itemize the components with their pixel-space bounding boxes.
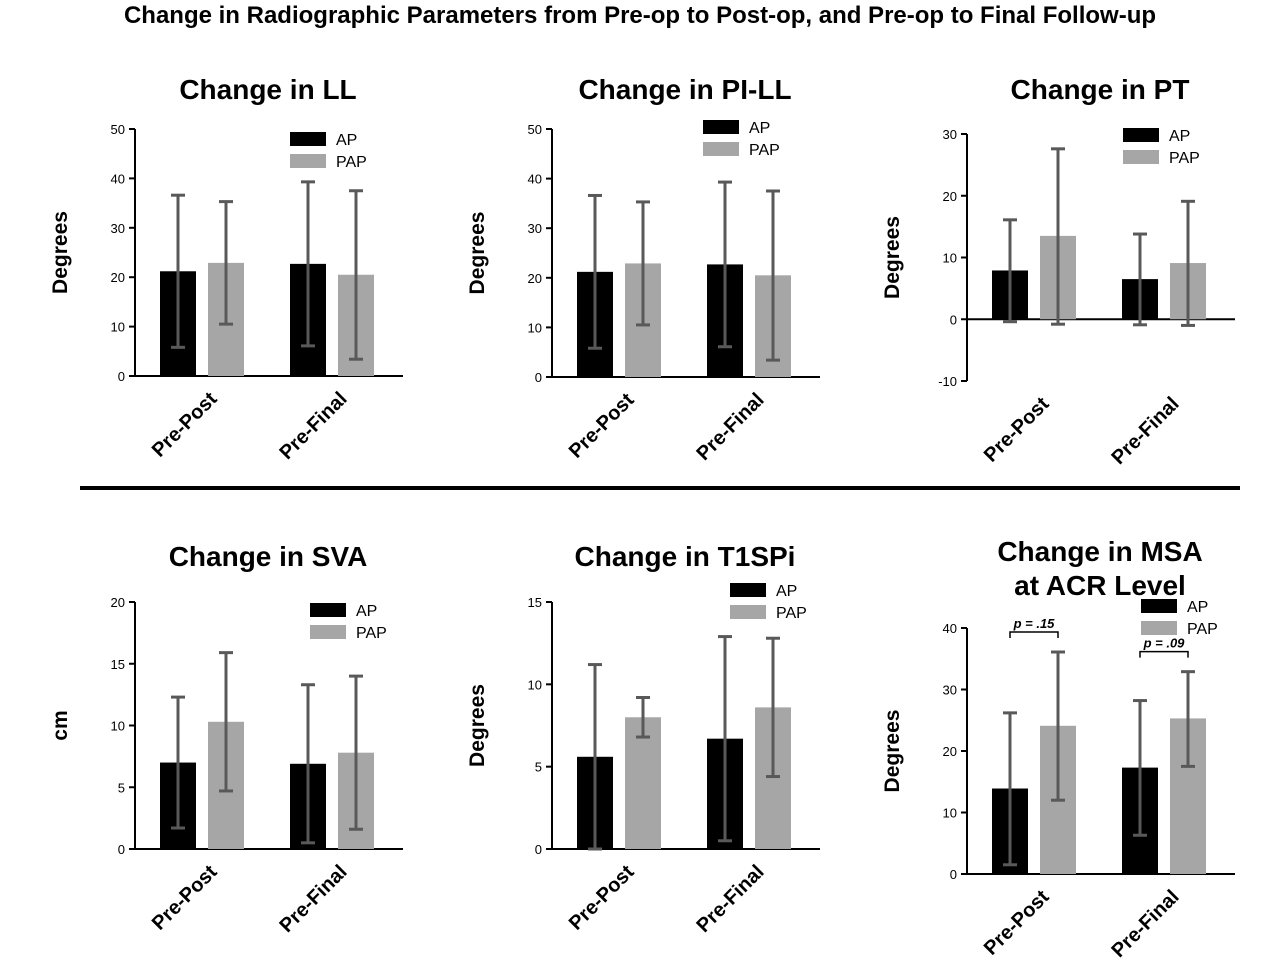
x-category-label: Pre-Final — [692, 861, 768, 937]
y-axis-label: Degrees — [881, 216, 904, 299]
x-category-label: Pre-Post — [980, 886, 1054, 960]
panel-title: Change in MSA — [997, 536, 1202, 567]
x-category-label: Pre-Post — [980, 393, 1054, 467]
legend-swatch-ap — [290, 132, 326, 146]
legend-swatch-pap — [1141, 621, 1177, 635]
legend-swatch-pap — [290, 154, 326, 168]
y-tick-label: 10 — [528, 677, 542, 692]
chart-panel-3: Change in PT Degrees -10 0 10 20 30 Pre-Post Pre… — [881, 74, 1235, 469]
y-tick-label: -10 — [938, 374, 957, 389]
chart-panel-1: Change in LL Degrees 0 10 20 30 40 50 Pre-Post Pr… — [49, 74, 403, 464]
legend-swatch-ap — [310, 603, 346, 617]
legend-swatch-ap — [730, 583, 766, 597]
y-tick-label: 5 — [535, 760, 542, 775]
legend-label-ap: AP — [776, 583, 797, 600]
x-category-label: Pre-Final — [1107, 393, 1183, 469]
y-tick-label: 40 — [111, 171, 125, 186]
panel-title: Change in LL — [179, 74, 356, 105]
y-axis-label: Degrees — [881, 710, 904, 793]
y-tick-label: 10 — [528, 320, 542, 335]
legend-label-ap: AP — [336, 132, 357, 149]
legend-swatch-pap — [310, 625, 346, 639]
figure-title: Change in Radiographic Parameters from P… — [123, 2, 1157, 29]
legend-swatch-ap — [1141, 599, 1177, 613]
y-tick-label: 20 — [943, 189, 957, 204]
legend-swatch-pap — [703, 142, 739, 156]
y-tick-label: 10 — [943, 806, 957, 821]
x-category-label: Pre-Post — [565, 389, 639, 463]
y-tick-label: 0 — [535, 842, 542, 857]
bar-pap — [625, 717, 661, 849]
x-category-label: Pre-Final — [692, 389, 768, 465]
y-tick-label: 50 — [111, 122, 125, 137]
y-tick-label: 0 — [118, 842, 125, 857]
legend-label-ap: AP — [749, 120, 770, 137]
y-tick-label: 15 — [111, 657, 125, 672]
legend-swatch-pap — [730, 605, 766, 619]
y-tick-label: 10 — [111, 320, 125, 335]
y-tick-label: 0 — [950, 867, 957, 882]
legend-swatch-ap — [1123, 128, 1159, 142]
y-tick-label: 0 — [535, 370, 542, 385]
y-tick-label: 20 — [943, 744, 957, 759]
legend-label-pap: PAP — [749, 142, 780, 159]
y-axis-label: Degrees — [466, 212, 489, 295]
x-category-label: Pre-Final — [275, 861, 351, 937]
y-tick-label: 0 — [118, 369, 125, 384]
y-tick-label: 15 — [528, 595, 542, 610]
legend-label-pap: PAP — [1169, 150, 1200, 167]
p-value-label: p = .15 — [1013, 616, 1056, 631]
significance-bracket — [1139, 650, 1189, 658]
y-tick-label: 5 — [118, 780, 125, 795]
x-category-label: Pre-Final — [275, 388, 351, 464]
legend-swatch-ap — [703, 120, 739, 134]
legend-label-pap: PAP — [1187, 621, 1218, 638]
chart-panel-4: Change in SVA cm 0 5 10 15 20 Pre-Post Pre-Final… — [49, 541, 403, 937]
y-tick-label: 30 — [528, 221, 542, 236]
legend-label-ap: AP — [1187, 599, 1208, 616]
y-tick-label: 40 — [528, 172, 542, 187]
panel-title: Change in PT — [1011, 74, 1190, 105]
legend-label-pap: PAP — [336, 154, 367, 171]
legend-label-ap: AP — [1169, 128, 1190, 145]
y-axis-label: cm — [49, 710, 72, 740]
y-tick-label: 20 — [528, 271, 542, 286]
y-tick-label: 50 — [528, 122, 542, 137]
legend-swatch-pap — [1123, 150, 1159, 164]
y-tick-label: 30 — [943, 683, 957, 698]
y-tick-label: 40 — [943, 621, 957, 636]
panel-divider — [80, 486, 1240, 490]
x-category-label: Pre-Post — [148, 388, 222, 462]
y-tick-label: 10 — [111, 719, 125, 734]
x-category-label: Pre-Final — [1107, 886, 1183, 962]
panel-title: Change in T1SPi — [575, 541, 796, 572]
panel-title: at ACR Level — [1014, 570, 1186, 601]
legend-label-pap: PAP — [356, 625, 387, 642]
panel-title: Change in SVA — [169, 541, 368, 572]
p-value-label: p = .09 — [1143, 636, 1186, 651]
panel-title: Change in PI-LL — [578, 74, 791, 105]
y-tick-label: 10 — [943, 251, 957, 266]
x-category-label: Pre-Post — [565, 861, 639, 935]
y-tick-label: 20 — [111, 270, 125, 285]
x-category-label: Pre-Post — [148, 861, 222, 935]
y-axis-label: Degrees — [466, 684, 489, 767]
chart-panel-2: Change in PI-LL Degrees 0 10 20 30 40 50 Pre-Pos… — [466, 74, 820, 465]
y-tick-label: 0 — [950, 312, 957, 327]
legend-label-pap: PAP — [776, 605, 807, 622]
legend-label-ap: AP — [356, 603, 377, 620]
y-tick-label: 20 — [111, 595, 125, 610]
y-tick-label: 30 — [943, 127, 957, 142]
chart-panel-5: Change in T1SPi Degrees 0 5 10 15 Pre-Post Pre-… — [466, 541, 820, 937]
y-tick-label: 30 — [111, 221, 125, 236]
significance-bracket — [1009, 631, 1059, 638]
y-axis-label: Degrees — [49, 211, 72, 294]
